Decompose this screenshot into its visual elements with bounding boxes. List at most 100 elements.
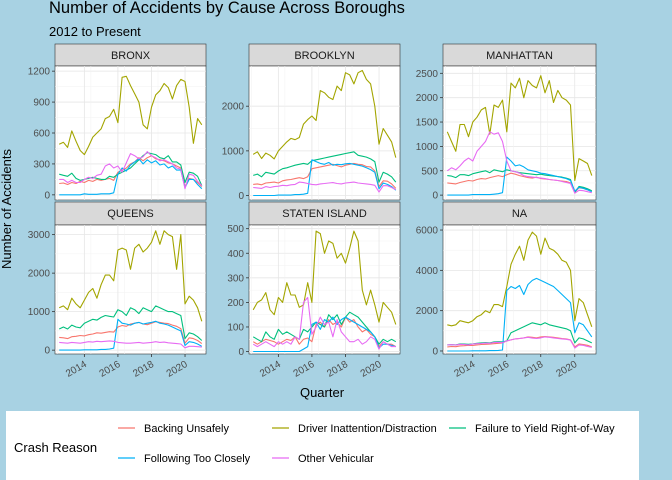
y-tick-label: 600	[33, 129, 50, 140]
y-tick-label: 2000	[416, 93, 439, 104]
series-line-driver-inattention-distraction	[252, 230, 397, 325]
y-tick-label: 1000	[222, 146, 245, 157]
y-tick-label: 0	[432, 346, 438, 357]
facet-label-queens: QUEENS	[107, 208, 153, 220]
y-tick-label: 2000	[28, 269, 51, 280]
legend-label: Failure to Yield Right-of-Way	[475, 423, 615, 435]
series-line-other-vehicular	[59, 151, 203, 190]
y-tick-label: 400	[227, 249, 244, 260]
y-tick-label: 500	[421, 166, 438, 177]
panel-bg-na	[442, 224, 597, 355]
legend-entry-following-too-closely: Following Too Closely	[118, 453, 251, 465]
x-tick-label: 2014	[258, 359, 283, 380]
y-tick-label: 0	[44, 346, 50, 357]
series-line-following-too-closely	[59, 158, 203, 196]
x-tick-label: 2016	[98, 359, 123, 380]
y-tick-label: 900	[33, 98, 50, 109]
series-line-driver-inattention-distraction	[447, 231, 593, 327]
x-tick-label: 2020	[359, 359, 384, 380]
series-line-driver-inattention-distraction	[252, 69, 397, 160]
y-tick-label: 3000	[28, 230, 51, 241]
legend: Crash Reason Backing Unsafely Driver Inat…	[6, 411, 639, 480]
facet-panels: BRONX03006009001200BROOKLYN010002000MANH…	[28, 43, 597, 380]
chart-subtitle: 2012 to Present	[49, 24, 141, 39]
y-tick-label: 0	[44, 190, 50, 201]
facet-label-manhattan: MANHATTAN	[486, 50, 553, 62]
legend-entry-other-vehicular: Other Vehicular	[272, 453, 374, 465]
y-tick-label: 1000	[416, 142, 439, 153]
legend-label: Backing Unsafely	[144, 423, 229, 435]
panel-bg-queens	[54, 224, 207, 355]
series-line-backing-unsafely	[59, 321, 203, 345]
facet-label-na: NA	[512, 208, 528, 220]
chart-title: Number of Accidents by Cause Across Boro…	[49, 0, 405, 17]
y-tick-label: 2000	[222, 102, 245, 113]
series-line-other-vehicular	[447, 336, 592, 349]
y-tick-label: 1000	[28, 307, 51, 318]
y-tick-label: 200	[227, 298, 244, 309]
legend-title: Crash Reason	[14, 440, 97, 455]
x-tick-label: 2016	[486, 359, 511, 380]
series-line-failure-to-yield-right-of-way	[59, 152, 203, 186]
series-line-other-vehicular	[446, 131, 592, 194]
facet-manhattan: MANHATTAN 0 500 1000 1500 2000 2500	[416, 43, 597, 202]
series-line-driver-inattention-distraction	[446, 75, 593, 182]
series-line-following-too-closely	[253, 159, 397, 197]
y-tick-label: 300	[227, 273, 244, 284]
y-tick-label: 0	[238, 347, 244, 358]
facet-label-staten-island: STATEN ISLAND	[282, 208, 367, 220]
y-axis-title: Number of Accidents	[0, 149, 14, 269]
series-line-following-too-closely	[253, 316, 396, 353]
series-line-other-vehicular	[59, 340, 202, 349]
panel-bg-brooklyn	[248, 65, 401, 201]
series-line-backing-unsafely	[59, 155, 203, 188]
x-tick-label: 2018	[520, 359, 545, 380]
facet-brooklyn: BROOKLYN 0 1000 2000	[222, 43, 401, 202]
x-tick-label: 2014	[64, 359, 89, 380]
y-tick-label: 2500	[416, 69, 439, 80]
legend-entry-failure-to-yield-right-of-way: Failure to Yield Right-of-Way	[449, 423, 615, 435]
y-tick-label: 100	[227, 322, 244, 333]
facet-bronx: BRONX 0 300 600 900 1200	[28, 43, 207, 201]
y-tick-label: 0	[432, 191, 438, 202]
legend-box	[6, 411, 639, 480]
series-line-other-vehicular	[253, 181, 397, 193]
series-line-following-too-closely	[447, 277, 593, 352]
facet-na: NA 0 2000 4000 6000 2014 2016 2018 2020	[416, 201, 597, 380]
facet-label-brooklyn: BROOKLYN	[294, 50, 354, 62]
series-line-backing-unsafely	[253, 162, 397, 189]
y-tick-label: 2000	[416, 306, 439, 317]
panel-bg-staten-island	[248, 224, 401, 355]
legend-entry-backing-unsafely: Backing Unsafely	[118, 423, 229, 435]
y-tick-label: 0	[238, 191, 244, 202]
y-tick-label: 1200	[28, 67, 51, 78]
facet-queens: QUEENS 0 1000 2000 3000 2014 2016 2018 2020	[28, 201, 207, 380]
x-tick-label: 2016	[292, 359, 317, 380]
legend-label: Other Vehicular	[298, 453, 374, 465]
series-line-following-too-closely	[447, 156, 593, 196]
x-tick-label: 2018	[131, 359, 156, 380]
series-line-following-too-closely	[59, 318, 203, 351]
legend-label: Following Too Closely	[144, 453, 251, 465]
series-line-driver-inattention-distraction	[58, 75, 203, 156]
y-tick-label: 300	[33, 159, 50, 170]
series-line-other-vehicular	[252, 296, 396, 350]
legend-label: Driver Inattention/Distraction	[298, 423, 437, 435]
legend-entry-driver-inattention-distraction: Driver Inattention/Distraction	[272, 423, 437, 435]
y-tick-label: 6000	[416, 226, 439, 237]
facet-staten-island: STATEN ISLAND 0 100 200 300 400 500 2014 2016 201…	[227, 201, 401, 380]
x-tick-label: 2018	[325, 359, 350, 380]
facet-label-bronx: BRONX	[111, 50, 151, 62]
series-line-driver-inattention-distraction	[58, 230, 203, 322]
y-tick-label: 500	[227, 224, 244, 235]
series-line-failure-to-yield-right-of-way	[58, 305, 203, 341]
series-line-failure-to-yield-right-of-way	[253, 151, 397, 183]
x-tick-label: 2014	[452, 359, 477, 380]
x-axis-title: Quarter	[300, 385, 345, 400]
x-tick-label: 2020	[554, 359, 579, 380]
y-tick-label: 4000	[416, 266, 439, 277]
series-line-backing-unsafely	[447, 172, 592, 193]
panel-bg-manhattan	[442, 65, 597, 201]
x-tick-label: 2020	[165, 359, 190, 380]
